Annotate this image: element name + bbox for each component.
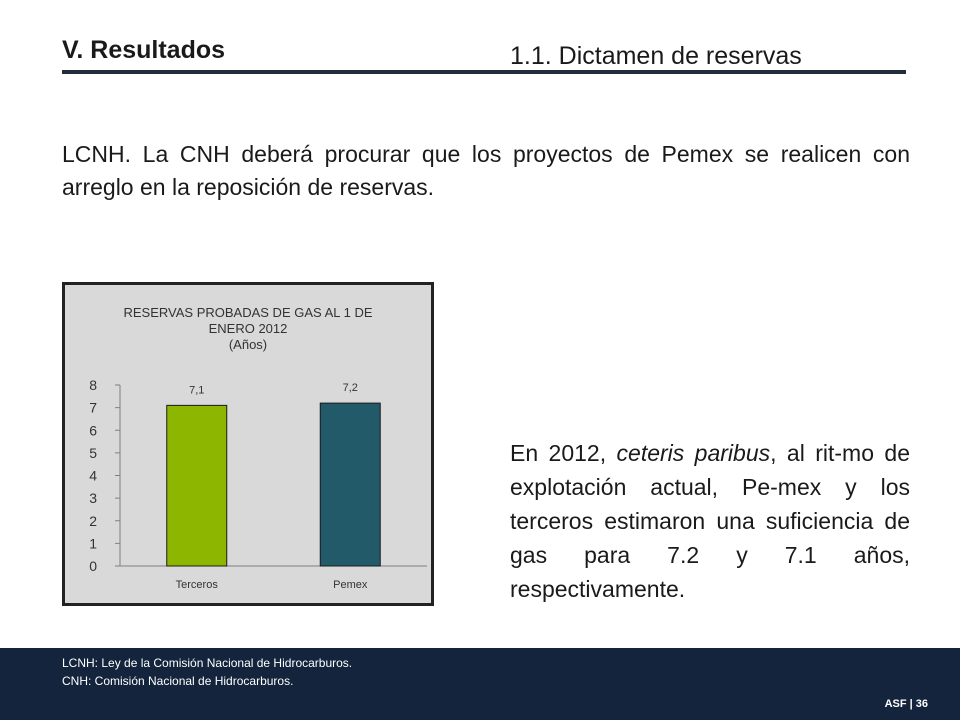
footer-bar [0, 648, 960, 720]
y-tick-label: 1 [89, 535, 97, 551]
body-text-italic: ceteris paribus [616, 440, 771, 466]
chart-canvas: 0 1 2 3 4 5 6 7 8 7,1 Terceros 7,2 Pemex [89, 377, 427, 591]
footnote-lcnh: LCNH: Ley de la Comisión Nacional de Hid… [62, 656, 353, 670]
chart-title-line: ENERO 2012 [208, 321, 288, 336]
reserves-chart: 0 1 2 3 4 5 6 7 8 7,1 Terceros 7,2 Pemex RESERVAS PR… [62, 282, 434, 606]
bar-data-label: 7,2 [343, 382, 358, 394]
body-text-part: , al rit-mo de explotación actual, Pe-me… [510, 440, 910, 602]
bar [166, 404, 228, 567]
x-category-label: Pemex [333, 579, 368, 591]
chart-title-line: RESERVAS PROBADAS DE GAS AL 1 DE [123, 305, 373, 320]
x-category-label: Terceros [176, 579, 219, 591]
y-tick-label: 2 [89, 513, 97, 529]
page-number: ASF | 36 [884, 698, 928, 710]
bar [319, 402, 381, 567]
footnote-cnh: CNH: Comisión Nacional de Hidrocarburos. [62, 674, 294, 688]
y-tick-label: 0 [89, 558, 97, 574]
body-text-part: En 2012, [510, 440, 607, 466]
chart-title: RESERVAS PROBADAS DE GAS AL 1 DE ENERO 2… [65, 305, 431, 353]
section-title: V. Resultados [62, 36, 226, 64]
y-tick-label: 5 [89, 445, 97, 461]
chart-title-line: (Años) [228, 337, 268, 352]
y-tick-label: 6 [89, 422, 97, 438]
subsection-title: 1.1. Dictamen de reservas [510, 42, 802, 70]
y-tick-label: 8 [89, 377, 97, 393]
y-tick-label: 3 [89, 490, 97, 506]
lead-paragraph: LCNH. La CNH deberá procurar que los pro… [62, 141, 910, 200]
body-paragraph: En 2012, ceteris paribus, al rit-mo de e… [510, 436, 910, 606]
bar-data-label: 7,1 [189, 384, 204, 396]
y-tick-label: 4 [89, 468, 97, 484]
y-tick-label: 7 [89, 400, 97, 416]
header-divider [62, 70, 906, 74]
